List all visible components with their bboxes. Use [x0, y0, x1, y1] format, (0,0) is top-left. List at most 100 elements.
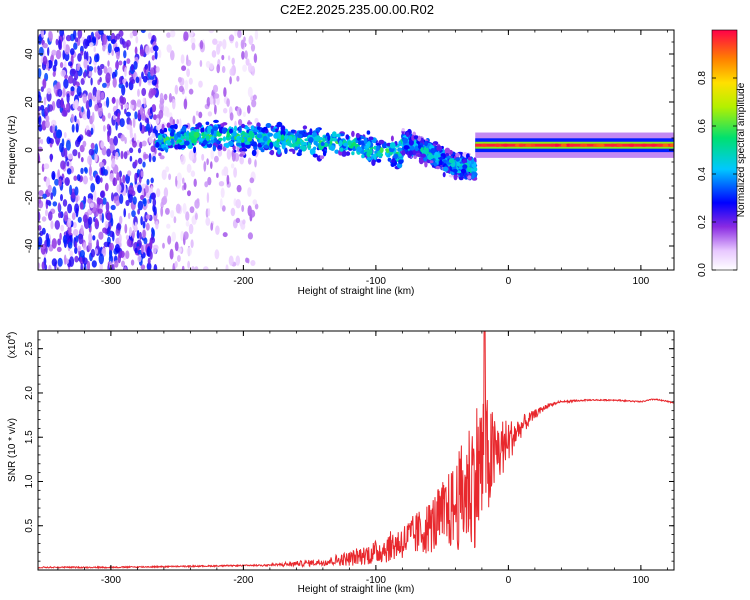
spectrogram-noise-cell — [88, 98, 93, 108]
spectrogram-noise-cell — [115, 121, 118, 131]
spectrogram-signal-cell — [424, 140, 428, 147]
spectrogram-signal-cell — [366, 130, 371, 135]
spectrogram-noise-cell — [133, 132, 137, 142]
spectrogram-noise-cell — [109, 242, 114, 251]
spectrogram-noise-cell — [144, 64, 148, 70]
spectrogram-noise-cell — [175, 203, 181, 214]
spectrogram-noise-cell — [153, 45, 159, 52]
spectrogram-noise-cell — [125, 81, 129, 88]
spectrogram-noise-cell — [140, 264, 146, 270]
spectrogram-noise-cell — [66, 93, 70, 104]
spectrogram-noise-cell — [103, 169, 108, 176]
spectrogram-noise-cell — [63, 211, 69, 222]
spectrogram-noise-cell — [85, 51, 89, 62]
spectrogram-noise-cell — [40, 86, 45, 92]
spectrogram-signal-cell — [398, 159, 404, 165]
spectrogram-signal-cell — [448, 158, 455, 164]
spectrogram-noise-cell — [210, 161, 213, 170]
spectrogram-signal-cell — [442, 172, 446, 178]
spectrogram-noise-cell — [58, 39, 62, 50]
spectrogram-noise-cell — [191, 266, 195, 270]
spectrogram-noise-cell — [194, 266, 199, 270]
spectrogram-signal-cell — [455, 162, 461, 166]
spectrogram-noise-cell — [95, 217, 98, 227]
spectrogram-noise-cell — [230, 207, 236, 217]
spectrogram-noise-cell — [206, 96, 211, 107]
spectrogram-noise-cell — [93, 46, 96, 53]
spectrogram-noise-cell — [38, 211, 41, 222]
carrier-cell — [481, 143, 488, 147]
spectrogram-noise-cell — [60, 224, 65, 232]
spectrogram-noise-cell — [112, 177, 118, 187]
spectrogram-signal-cell — [435, 165, 441, 170]
y-tick-label: 2.0 — [24, 386, 35, 400]
spectrogram-noise-cell — [87, 155, 93, 165]
spectrogram-noise-cell — [186, 163, 192, 173]
spectrogram-noise-cell — [156, 188, 161, 198]
spectrogram-noise-cell — [222, 39, 227, 50]
spectrogram-noise-cell — [116, 222, 122, 231]
spectrogram-noise-cell — [230, 163, 235, 169]
spectrogram-noise-cell — [89, 175, 94, 182]
spectrogram-noise-cell — [130, 63, 134, 72]
spectrogram-noise-cell — [63, 254, 67, 265]
carrier-cell — [650, 143, 657, 147]
y-tick-label: 1.0 — [24, 474, 35, 488]
spectrogram-noise-cell — [242, 219, 246, 225]
spectrogram-noise-cell — [53, 84, 57, 94]
spectrogram-signal-cell — [390, 135, 394, 142]
spectrogram-noise-cell — [214, 104, 217, 115]
spectrogram-noise-cell — [83, 263, 87, 270]
spectrogram-noise-cell — [182, 203, 187, 214]
spectrogram-noise-cell — [94, 248, 98, 255]
spectrogram-signal-cell — [420, 153, 426, 158]
spectrogram-noise-cell — [249, 209, 256, 218]
spectrogram-signal-cell — [314, 140, 318, 146]
spectrogram-noise-cell — [228, 255, 234, 266]
spectrogram-noise-cell — [72, 149, 78, 157]
spectrogram-signal-cell — [368, 148, 373, 155]
spectrogram-noise-cell — [98, 161, 105, 168]
spectrogram-noise-cell — [162, 195, 168, 205]
spectrogram-noise-cell — [140, 216, 143, 226]
colorbar: 0.0 0.2 0.4 0.6 0.8 Normalized spectral ampl… — [697, 29, 747, 277]
spectrogram-noise-cell — [254, 30, 259, 40]
spectrogram-noise-cell — [133, 60, 138, 70]
spectrogram-noise-cell — [177, 255, 181, 262]
spectrogram-noise-cell — [208, 30, 215, 34]
spectrogram-noise-cell — [57, 257, 63, 267]
spectrogram-signal-cell — [218, 137, 223, 141]
spectrogram-ylabel: Frequency (Hz) — [7, 116, 18, 185]
spectrogram-noise-cell — [42, 55, 48, 65]
spectrogram-noise-cell — [142, 161, 146, 168]
spectrogram-noise-cell — [203, 266, 209, 270]
spectrogram-signal-cell — [373, 145, 377, 150]
spectrogram-noise-cell — [54, 59, 58, 67]
spectrogram-noise-cell — [98, 231, 104, 240]
spectrogram-noise-cell — [63, 132, 67, 138]
spectrogram-noise-cell — [73, 42, 78, 50]
spectrogram-noise-cell — [155, 220, 159, 230]
spectrogram-noise-cell — [139, 106, 144, 116]
spectrogram-noise-cell — [177, 76, 182, 83]
spectrogram-noise-cell — [119, 193, 124, 205]
y-tick-label: 0.5 — [24, 518, 35, 532]
spectrogram-signal-cell — [181, 125, 187, 131]
spectrogram-noise-cell — [67, 203, 73, 214]
spectrogram-noise-cell — [239, 156, 244, 165]
spectrogram-noise-cell — [62, 87, 66, 98]
spectrogram-noise-cell — [141, 244, 144, 255]
spectrogram-signal-cell — [339, 147, 344, 152]
spectrogram-noise-cell — [252, 94, 257, 101]
spectrogram-noise-cell — [178, 247, 182, 253]
colorbar-gradient — [711, 29, 738, 271]
spectrogram-noise-cell — [148, 153, 152, 163]
spectrogram-noise-cell — [46, 237, 51, 248]
spectrogram-noise-cell — [145, 45, 151, 55]
spectrogram-noise-cell — [214, 249, 220, 260]
spectrogram-signal-cell — [401, 128, 405, 132]
spectrogram-noise-cell — [129, 226, 132, 237]
spectrogram-signal-cell — [210, 128, 214, 135]
spectrogram-signal-cell — [329, 145, 336, 151]
spectrogram-noise-cell — [54, 220, 60, 230]
